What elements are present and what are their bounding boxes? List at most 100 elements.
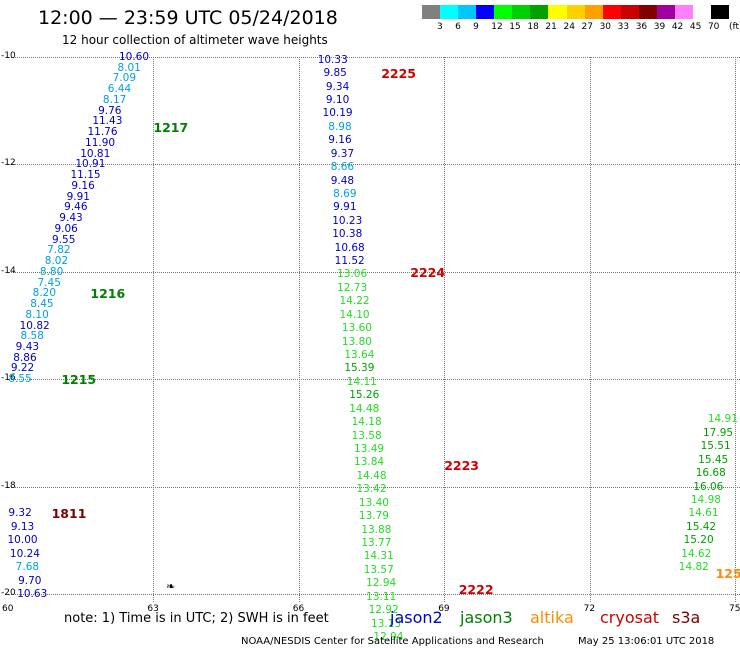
- latitude-label: -20: [1, 588, 16, 598]
- wave-height-value: 8.17: [102, 93, 127, 106]
- wave-height-value: 11.52: [334, 255, 365, 268]
- wave-height-value: 13.77: [361, 536, 392, 549]
- wave-height-value: 16.06: [693, 480, 724, 493]
- wave-height-value: 15.45: [698, 453, 729, 466]
- wave-height-value: 12.94: [373, 630, 404, 643]
- wave-height-value: 15.26: [349, 389, 380, 402]
- wave-height-value: 7.82: [47, 244, 71, 257]
- legend-swatch: [548, 5, 567, 19]
- latitude-gridline: [8, 594, 740, 595]
- legend-swatch: [476, 5, 495, 19]
- latitude-label: -16: [1, 373, 16, 384]
- wave-height-value: 8.58: [20, 330, 44, 343]
- footer-timestamp: May 25 13:06:01 UTC 2018: [578, 636, 715, 647]
- legend-swatch: [458, 5, 477, 19]
- legend-label: 21: [545, 22, 557, 32]
- wave-height-value: 14.31: [363, 550, 394, 563]
- wave-height-value: 13.13: [371, 617, 402, 630]
- wave-height-value: 8.69: [333, 187, 357, 200]
- legend-label: 15: [509, 22, 521, 32]
- longitude-label: 75: [729, 604, 740, 614]
- latitude-gridline: [8, 271, 740, 273]
- wave-height-value: 9.85: [323, 67, 347, 80]
- wave-height-value: 13.06: [337, 268, 368, 281]
- wave-height-value: 9.76: [98, 104, 122, 117]
- latitude-gridline: [8, 379, 740, 381]
- wave-height-value: 9.32: [8, 507, 32, 520]
- legend-label: 39: [653, 22, 666, 32]
- wave-height-value: 13.11: [366, 590, 397, 603]
- wave-height-value: 7.09: [112, 72, 137, 85]
- wave-height-value: 9.22: [10, 362, 35, 375]
- wave-height-value: 9.37: [330, 147, 355, 160]
- wave-height-value: 9.91: [333, 201, 357, 214]
- satellite-label-altika: altika: [530, 608, 574, 627]
- legend-swatch: [692, 5, 711, 19]
- legend-label: 70: [707, 22, 720, 32]
- wave-height-value: 9.13: [10, 520, 35, 533]
- wave-height-value: 12.92: [368, 604, 399, 617]
- wave-height-value: 14.22: [339, 295, 370, 308]
- longitude-gridline: [153, 57, 155, 602]
- wave-height-value: 10.82: [19, 319, 50, 332]
- wave-height-value: 9.16: [328, 134, 352, 147]
- latitude-label: -12: [1, 158, 16, 169]
- longitude-label: 69: [438, 604, 450, 614]
- wave-height-value: 14.82: [678, 561, 709, 574]
- wave-height-value: 15.51: [700, 440, 731, 453]
- wave-height-value: 14.98: [690, 494, 721, 507]
- color-legend: [422, 5, 730, 19]
- satellite-label-s3a: s3a: [672, 608, 701, 627]
- wave-height-value: 11.43: [92, 115, 123, 128]
- legend-swatch: [602, 5, 621, 19]
- longitude-label: 72: [583, 604, 596, 614]
- wave-height-value: 8.80: [39, 265, 64, 278]
- wave-height-value: 15.39: [344, 362, 375, 375]
- wave-height-value: 13.88: [361, 523, 392, 536]
- longitude-gridline: [589, 57, 591, 602]
- wave-height-value: 10.33: [317, 53, 348, 66]
- wave-height-value: 9.43: [59, 212, 83, 225]
- legend-swatch: [440, 5, 459, 19]
- wave-height-value: 12.73: [337, 281, 368, 294]
- pass-time-label: 1811: [51, 506, 87, 522]
- legend-swatch: [422, 5, 441, 19]
- wave-height-value: 14.62: [681, 547, 712, 560]
- wave-height-value: 11.76: [87, 126, 118, 139]
- wave-height-value: 10.60: [118, 51, 150, 63]
- wave-height-value: 10.81: [80, 147, 111, 160]
- wave-height-value: 13.79: [358, 510, 389, 523]
- wave-height-value: 9.48: [330, 174, 355, 187]
- longitude-label: 63: [147, 604, 159, 614]
- legend-swatch: [711, 5, 730, 19]
- wave-height-value: 13.57: [363, 563, 394, 576]
- wave-height-value: 15.20: [683, 534, 714, 547]
- wave-height-value: 9.10: [325, 93, 350, 106]
- longitude-gridline: [444, 57, 446, 602]
- wave-height-value: 9.06: [54, 222, 78, 235]
- latitude-gridline: [8, 486, 740, 488]
- wave-height-value: 14.48: [349, 402, 380, 415]
- longitude-gridline: [735, 57, 736, 602]
- wave-height-value: 10.23: [332, 214, 363, 227]
- longitude-label: 60: [2, 604, 14, 614]
- note-text: note: 1) Time is in UTC; 2) SWH is in fe…: [64, 611, 329, 626]
- pass-time-label: 2222: [458, 581, 494, 597]
- wave-height-value: 8.55: [8, 373, 32, 386]
- pass-time-label: 1216: [90, 286, 126, 302]
- wave-height-value: 14.10: [339, 308, 370, 321]
- wave-height-value: 13.40: [358, 496, 389, 509]
- wave-height-value: 10.24: [9, 547, 40, 560]
- legend-swatch: [620, 5, 639, 19]
- pass-time-label: 1215: [61, 372, 97, 388]
- legend-label: 30: [599, 22, 612, 32]
- wave-height-value: 8.01: [117, 61, 141, 74]
- wave-height-value: 14.48: [356, 469, 387, 482]
- wave-height-value: 13.58: [351, 429, 382, 442]
- wave-height-value: 17.95: [703, 426, 734, 439]
- wave-height-value: 10.91: [75, 158, 106, 171]
- wave-height-value: 7.45: [37, 276, 61, 289]
- wave-height-value: 10.19: [322, 107, 353, 120]
- latitude-gridline: [8, 57, 740, 58]
- legend-label: 27: [581, 22, 593, 32]
